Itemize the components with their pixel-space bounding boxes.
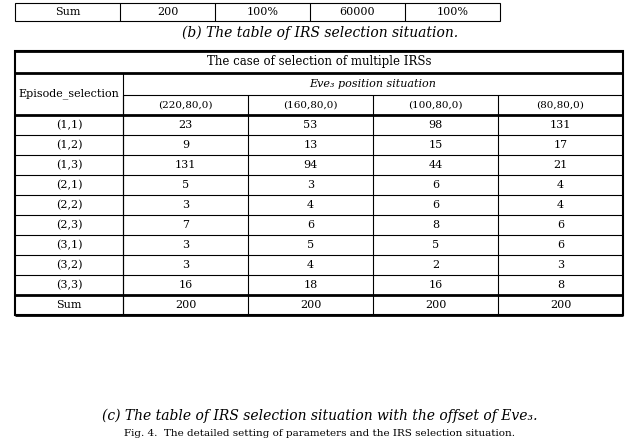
Text: Sum: Sum [56,300,82,310]
Text: 4: 4 [307,260,314,270]
Text: 6: 6 [432,180,439,190]
Text: (2,1): (2,1) [56,180,83,190]
Text: 200: 200 [175,300,196,310]
Text: 21: 21 [554,160,568,170]
Text: 200: 200 [425,300,446,310]
Text: 131: 131 [550,120,571,130]
Text: 94: 94 [303,160,317,170]
Text: 18: 18 [303,280,317,290]
Bar [15,51,623,315]
Text: 6: 6 [432,200,439,210]
Text: (3,1): (3,1) [56,240,83,250]
Text: (2,3): (2,3) [56,220,83,230]
Text: 6: 6 [307,220,314,230]
Text: 8: 8 [432,220,439,230]
Text: 200: 200 [300,300,321,310]
Text: Fig. 4.  The detailed setting of parameters and the IRS selection situation.: Fig. 4. The detailed setting of paramete… [125,429,515,438]
Text: 131: 131 [175,160,196,170]
Text: 23: 23 [179,120,193,130]
Text: 4: 4 [557,200,564,210]
Text: 13: 13 [303,140,317,150]
Text: (c) The table of IRS selection situation with the offset of Eve₃.: (c) The table of IRS selection situation… [102,409,538,423]
Text: 5: 5 [432,240,439,250]
Text: (b) The table of IRS selection situation.: (b) The table of IRS selection situation… [182,26,458,40]
Text: (1,1): (1,1) [56,120,83,130]
Text: 3: 3 [182,260,189,270]
Text: 3: 3 [557,260,564,270]
Text: (220,80,0): (220,80,0) [158,100,212,110]
Text: 98: 98 [428,120,443,130]
Text: (1,2): (1,2) [56,140,83,150]
Text: 6: 6 [557,220,564,230]
Text: (2,2): (2,2) [56,200,83,210]
Text: 3: 3 [307,180,314,190]
Text: (1,3): (1,3) [56,160,83,170]
Text: 100%: 100% [246,7,278,17]
Text: 7: 7 [182,220,189,230]
Text: 200: 200 [550,300,571,310]
Text: 16: 16 [179,280,193,290]
Text: (160,80,0): (160,80,0) [284,100,338,110]
Text: 9: 9 [182,140,189,150]
Text: 15: 15 [428,140,443,150]
Text: (100,80,0): (100,80,0) [408,100,463,110]
Text: 5: 5 [182,180,189,190]
Text: (3,3): (3,3) [56,280,83,290]
Text: (80,80,0): (80,80,0) [536,100,584,110]
Text: 6: 6 [557,240,564,250]
Text: 5: 5 [307,240,314,250]
Text: 53: 53 [303,120,317,130]
Text: 3: 3 [182,240,189,250]
Text: 60000: 60000 [340,7,375,17]
Text: Eve₃ position situation: Eve₃ position situation [310,79,436,89]
Text: 4: 4 [557,180,564,190]
Text: 17: 17 [554,140,568,150]
Text: 200: 200 [157,7,178,17]
Text: 2: 2 [432,260,439,270]
Text: The case of selection of multiple IRSs: The case of selection of multiple IRSs [207,55,431,69]
Text: 100%: 100% [436,7,468,17]
Bar [15,3,500,21]
Text: Sum: Sum [55,7,80,17]
Text: 3: 3 [182,200,189,210]
Text: (3,2): (3,2) [56,260,83,270]
Text: 8: 8 [557,280,564,290]
Text: 4: 4 [307,200,314,210]
Text: 44: 44 [428,160,443,170]
Text: 16: 16 [428,280,443,290]
Text: Episode_selection: Episode_selection [19,89,120,99]
